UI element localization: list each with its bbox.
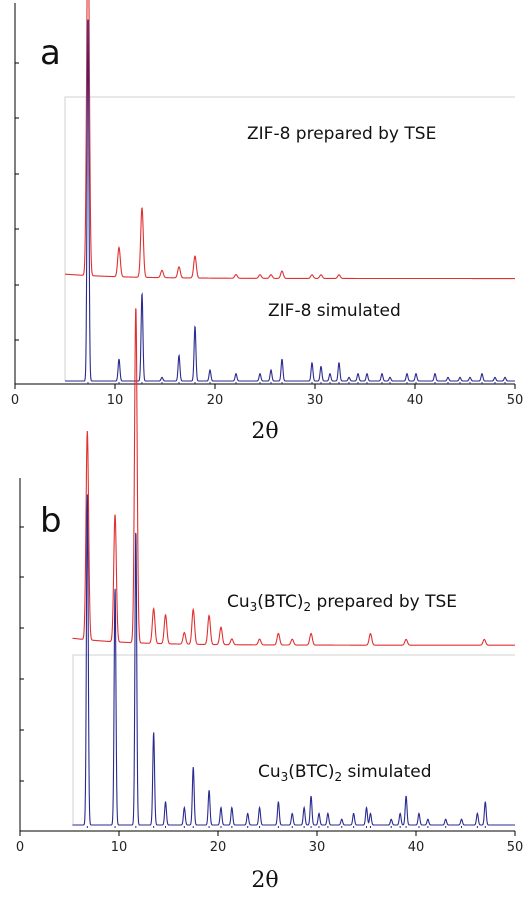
simulated-plot-frame [73, 655, 515, 825]
panel-b-x-axis-title: 2θ [251, 868, 278, 893]
trace-label-zif8-tse: ZIF-8 prepared by TSE [247, 124, 436, 144]
x-tick-label: 50 [507, 840, 524, 855]
x-tick-label: 10 [107, 393, 124, 408]
label-part: prepared by TSE [311, 592, 457, 612]
panel-b-y-ticks [20, 527, 24, 781]
series-line-simulated [65, 20, 515, 381]
panel-b-x-ticks: 0 10 20 30 40 50 [16, 831, 523, 855]
x-tick-label: 0 [16, 840, 24, 855]
label-part: simulated [342, 762, 431, 782]
panel-b: 0 10 20 30 40 50 b Cu3(BTC)2 prepared by TSE … [16, 308, 523, 893]
panel-a-x-ticks: 0 10 20 30 40 50 [11, 384, 523, 408]
x-tick-label: 20 [210, 840, 227, 855]
label-part: Cu [258, 762, 281, 782]
label-subscript: 2 [303, 600, 311, 614]
x-tick-label: 30 [307, 393, 324, 408]
trace-label-cu3btc2-tse: Cu3(BTC)2 prepared by TSE [227, 592, 457, 614]
panel-b-letter: b [40, 501, 62, 541]
panel-a-y-ticks [15, 63, 19, 340]
x-tick-label: 20 [207, 393, 224, 408]
x-tick-label: 40 [408, 840, 425, 855]
x-tick-label: 10 [111, 840, 128, 855]
x-tick-label: 40 [407, 393, 424, 408]
panel-b-traces [72, 308, 515, 828]
x-tick-label: 0 [11, 393, 19, 408]
panel-a-letter: a [40, 33, 61, 73]
trace-label-zif8-simulated: ZIF-8 simulated [268, 301, 401, 321]
label-subscript: 3 [250, 600, 258, 614]
label-subscript: 2 [334, 770, 342, 784]
label-part: Cu [227, 592, 250, 612]
label-part: (BTC) [257, 592, 303, 612]
trace-label-cu3btc2-simulated: Cu3(BTC)2 simulated [258, 762, 432, 784]
x-tick-label: 30 [309, 840, 326, 855]
label-subscript: 3 [281, 770, 289, 784]
panel-a-traces [65, 0, 515, 384]
panel-a-x-axis-title: 2θ [251, 419, 278, 444]
label-part: (BTC) [288, 762, 334, 782]
panel-a: 0 10 20 30 40 50 a ZIF-8 prepared by TSE ZIF-… [11, 0, 523, 444]
x-tick-label: 50 [507, 393, 524, 408]
